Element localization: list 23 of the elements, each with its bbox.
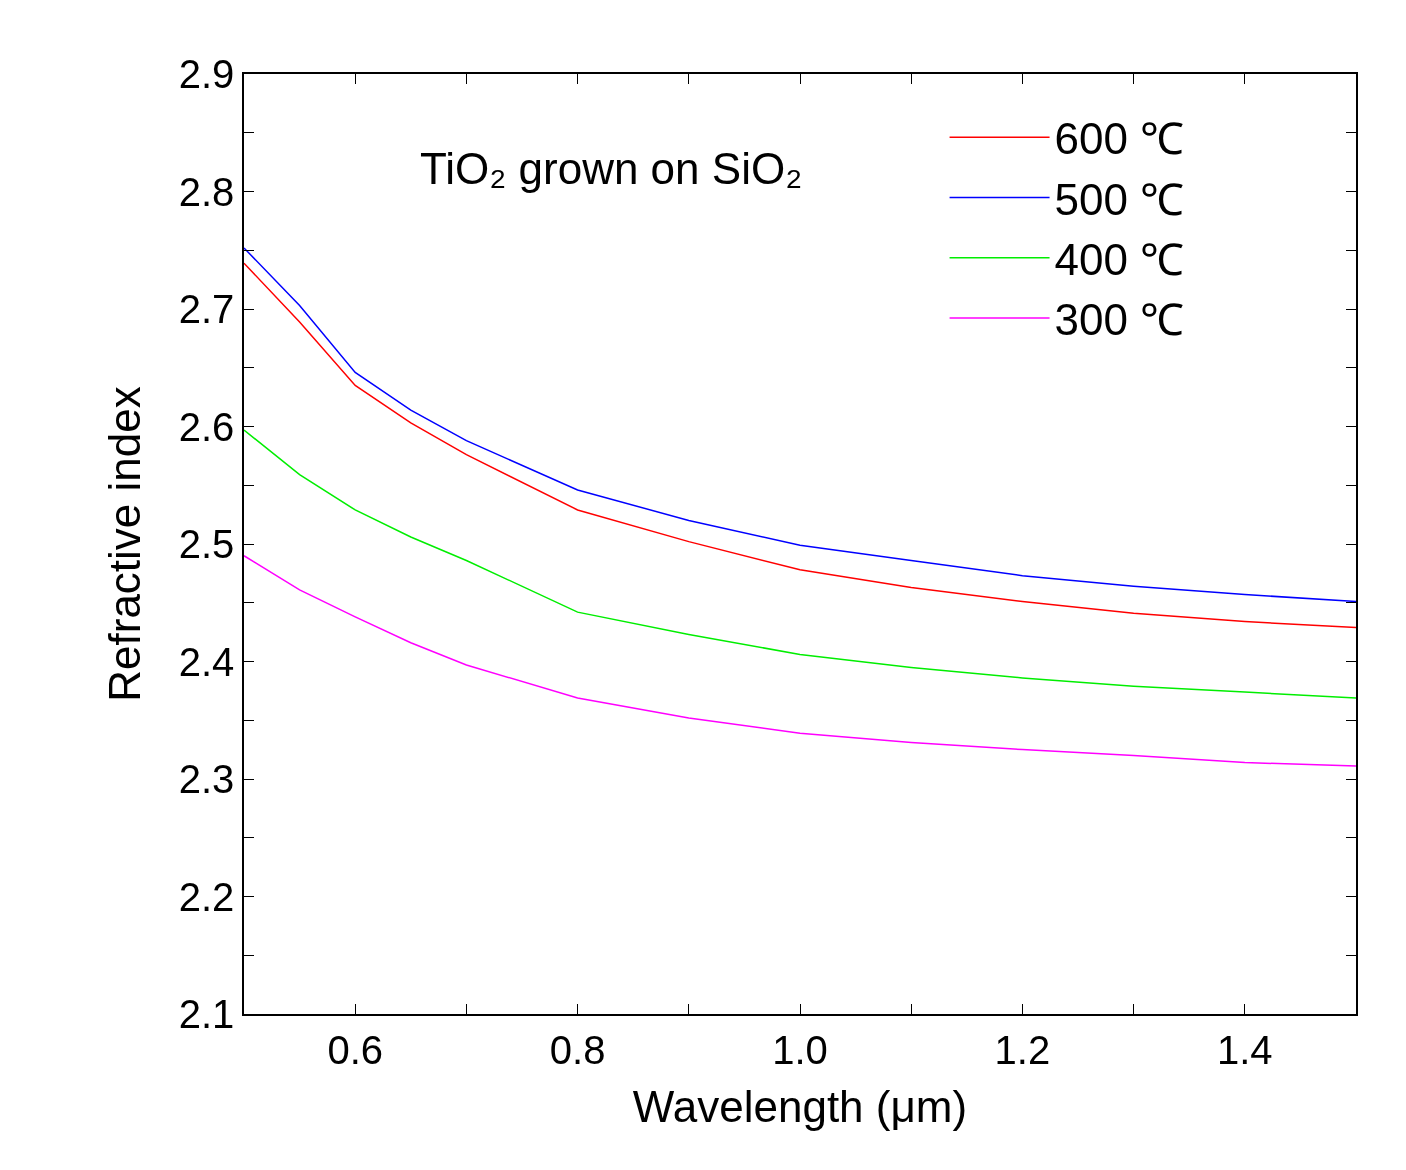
y-tick-label: 2.2	[178, 874, 235, 919]
line-series	[244, 429, 1356, 699]
y-tick-label: 2.9	[178, 52, 235, 96]
y-tick-label: 2.4	[178, 639, 235, 684]
y-axis-title: Refractive index	[100, 386, 150, 702]
y-tick-label: 2.1	[178, 992, 235, 1036]
y-tick-label: 2.7	[178, 287, 235, 331]
x-tick-label: 1.4	[1217, 1027, 1273, 1072]
y-tick-label: 2.5	[178, 522, 235, 566]
x-tick-label: 0.8	[549, 1027, 606, 1072]
legend-label: 400 ℃	[1054, 234, 1185, 284]
x-tick-label: 1.2	[994, 1027, 1051, 1072]
y-tick-label: 2.8	[178, 169, 235, 214]
x-axis-title: Wavelength (μm)	[632, 1081, 968, 1131]
y-tick-label: 2.6	[178, 404, 235, 449]
legend-label: 500 ℃	[1054, 174, 1185, 224]
annotation: TiO₂ grown on SiO₂	[420, 144, 803, 193]
x-tick-label: 1.0	[772, 1027, 828, 1072]
legend-label: 300 ℃	[1054, 295, 1185, 345]
legend-label: 600 ℃	[1054, 114, 1185, 164]
x-tick-label: 0.6	[327, 1027, 383, 1072]
y-tick-label: 2.3	[178, 757, 235, 801]
line-series	[244, 555, 1356, 767]
